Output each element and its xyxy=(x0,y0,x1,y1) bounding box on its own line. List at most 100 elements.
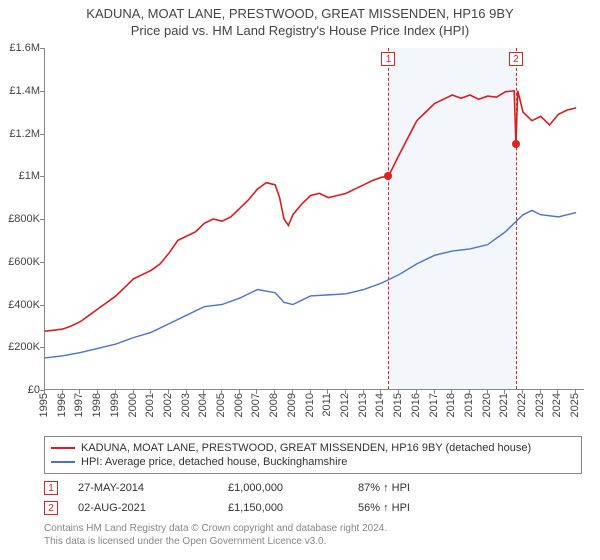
series-line xyxy=(45,210,576,357)
x-tick-mark xyxy=(133,390,134,394)
legend-label: KADUNA, MOAT LANE, PRESTWOOD, GREAT MISS… xyxy=(81,442,531,454)
transaction-point xyxy=(384,172,392,180)
x-tick-label: 2005 xyxy=(215,393,227,417)
annotation-date: 27-MAY-2014 xyxy=(78,482,208,494)
chart-titles: KADUNA, MOAT LANE, PRESTWOOD, GREAT MISS… xyxy=(0,0,600,38)
x-tick-label: 2002 xyxy=(162,393,174,417)
x-tick-mark xyxy=(115,390,116,394)
x-tick-label: 2018 xyxy=(445,393,457,417)
x-tick-mark xyxy=(451,390,452,394)
x-tick-label: 1996 xyxy=(56,393,68,417)
x-tick-label: 2010 xyxy=(304,393,316,417)
y-tick-label: £1M xyxy=(0,170,40,182)
x-tick-mark xyxy=(62,390,63,394)
x-tick-label: 2009 xyxy=(286,393,298,417)
series-svg xyxy=(45,48,585,390)
x-tick-label: 1997 xyxy=(73,393,85,417)
x-tick-mark xyxy=(79,390,80,394)
x-tick-label: 2017 xyxy=(428,393,440,417)
x-tick-label: 1998 xyxy=(91,393,103,417)
y-tick-label: £1.4M xyxy=(0,85,40,97)
x-tick-mark xyxy=(540,390,541,394)
x-tick-label: 2007 xyxy=(250,393,262,417)
legend: KADUNA, MOAT LANE, PRESTWOOD, GREAT MISS… xyxy=(44,436,582,474)
x-tick-label: 1999 xyxy=(109,393,121,417)
x-tick-mark xyxy=(575,390,576,394)
x-tick-label: 2020 xyxy=(481,393,493,417)
footer-line-2: This data is licensed under the Open Gov… xyxy=(44,535,582,548)
x-tick-label: 2022 xyxy=(516,393,528,417)
x-tick-mark xyxy=(44,390,45,394)
legend-label: HPI: Average price, detached house, Buck… xyxy=(81,456,347,468)
x-tick-mark xyxy=(469,390,470,394)
x-tick-mark xyxy=(434,390,435,394)
y-tick-label: £200K xyxy=(0,341,40,353)
x-tick-label: 2024 xyxy=(551,393,563,417)
annotation-row: 2 02-AUG-2021 £1,150,000 56% ↑ HPI xyxy=(44,498,582,518)
annotation-pct: 87% ↑ HPI xyxy=(358,482,468,494)
x-tick-label: 2008 xyxy=(268,393,280,417)
x-tick-mark xyxy=(203,390,204,394)
x-tick-mark xyxy=(487,390,488,394)
y-tick-label: £600K xyxy=(0,256,40,268)
annotation-number-box: 1 xyxy=(44,481,58,495)
x-tick-mark xyxy=(168,390,169,394)
x-tick-label: 2000 xyxy=(127,393,139,417)
legend-swatch xyxy=(51,447,75,449)
x-tick-label: 2021 xyxy=(498,393,510,417)
series-line xyxy=(45,91,576,331)
x-tick-label: 2003 xyxy=(180,393,192,417)
annotation-price: £1,000,000 xyxy=(228,482,338,494)
annotation-pct: 56% ↑ HPI xyxy=(358,502,468,514)
x-tick-mark xyxy=(239,390,240,394)
x-tick-mark xyxy=(522,390,523,394)
footer-line-1: Contains HM Land Registry data © Crown c… xyxy=(44,522,582,535)
y-tick-label: £800K xyxy=(0,213,40,225)
footer-attribution: Contains HM Land Registry data © Crown c… xyxy=(44,522,582,548)
x-tick-mark xyxy=(363,390,364,394)
chart-container: KADUNA, MOAT LANE, PRESTWOOD, GREAT MISS… xyxy=(0,0,600,560)
x-tick-mark xyxy=(292,390,293,394)
legend-swatch xyxy=(51,461,75,463)
x-tick-mark xyxy=(504,390,505,394)
x-tick-mark xyxy=(221,390,222,394)
plot-area: 12 xyxy=(44,48,584,390)
x-tick-label: 2019 xyxy=(463,393,475,417)
x-tick-label: 2014 xyxy=(374,393,386,417)
annotation-row: 1 27-MAY-2014 £1,000,000 87% ↑ HPI xyxy=(44,478,582,498)
y-tick-label: £1.2M xyxy=(0,128,40,140)
x-tick-mark xyxy=(310,390,311,394)
y-tick-label: £0 xyxy=(0,384,40,396)
annotation-table: 1 27-MAY-2014 £1,000,000 87% ↑ HPI 2 02-AUG-2… xyxy=(44,478,582,518)
title-line-1: KADUNA, MOAT LANE, PRESTWOOD, GREAT MISS… xyxy=(0,6,600,21)
x-tick-label: 2023 xyxy=(534,393,546,417)
x-tick-mark xyxy=(398,390,399,394)
x-tick-label: 1995 xyxy=(38,393,50,417)
x-tick-label: 2011 xyxy=(321,393,333,417)
x-tick-label: 2013 xyxy=(357,393,369,417)
legend-item: HPI: Average price, detached house, Buck… xyxy=(51,455,575,469)
x-tick-mark xyxy=(345,390,346,394)
title-line-2: Price paid vs. HM Land Registry's House … xyxy=(0,23,600,38)
x-tick-label: 2016 xyxy=(410,393,422,417)
annotation-number-box: 2 xyxy=(44,501,58,515)
transaction-point xyxy=(512,140,520,148)
x-tick-mark xyxy=(327,390,328,394)
x-tick-mark xyxy=(97,390,98,394)
y-tick-label: £1.6M xyxy=(0,42,40,54)
x-tick-label: 2001 xyxy=(144,393,156,417)
x-tick-label: 2004 xyxy=(197,393,209,417)
x-tick-label: 2012 xyxy=(339,393,351,417)
x-tick-mark xyxy=(150,390,151,394)
x-tick-mark xyxy=(557,390,558,394)
annotation-price: £1,150,000 xyxy=(228,502,338,514)
x-tick-mark xyxy=(186,390,187,394)
annotation-date: 02-AUG-2021 xyxy=(78,502,208,514)
x-tick-mark xyxy=(256,390,257,394)
y-tick-label: £400K xyxy=(0,299,40,311)
x-tick-mark xyxy=(274,390,275,394)
x-tick-label: 2015 xyxy=(392,393,404,417)
x-tick-label: 2025 xyxy=(569,393,581,417)
x-tick-label: 2006 xyxy=(233,393,245,417)
x-tick-mark xyxy=(380,390,381,394)
